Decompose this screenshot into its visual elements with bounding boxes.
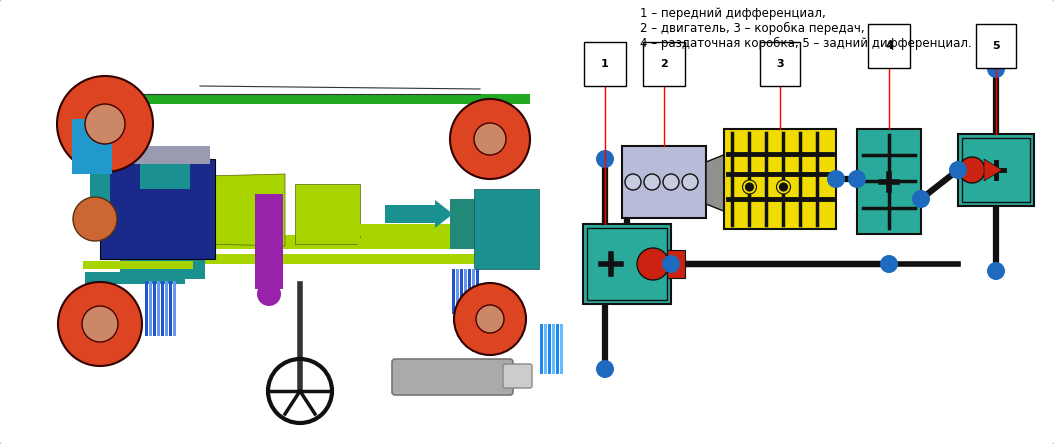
FancyBboxPatch shape <box>544 324 547 374</box>
Circle shape <box>58 282 142 366</box>
FancyBboxPatch shape <box>90 174 110 234</box>
FancyBboxPatch shape <box>72 119 112 174</box>
Circle shape <box>476 305 504 333</box>
Circle shape <box>637 248 669 280</box>
FancyBboxPatch shape <box>667 250 685 278</box>
FancyBboxPatch shape <box>169 281 172 336</box>
FancyBboxPatch shape <box>583 224 671 304</box>
FancyBboxPatch shape <box>552 324 555 374</box>
FancyBboxPatch shape <box>450 199 480 249</box>
FancyBboxPatch shape <box>452 269 455 314</box>
FancyBboxPatch shape <box>295 184 360 244</box>
Circle shape <box>596 150 614 168</box>
FancyBboxPatch shape <box>161 281 164 336</box>
Circle shape <box>644 174 660 190</box>
Circle shape <box>682 174 698 190</box>
Circle shape <box>827 170 845 188</box>
FancyBboxPatch shape <box>958 134 1034 206</box>
Circle shape <box>85 104 125 144</box>
FancyBboxPatch shape <box>468 269 471 314</box>
Polygon shape <box>204 174 285 246</box>
FancyBboxPatch shape <box>157 281 160 336</box>
Circle shape <box>662 255 680 273</box>
FancyBboxPatch shape <box>857 129 921 234</box>
FancyBboxPatch shape <box>548 324 551 374</box>
Circle shape <box>82 306 118 342</box>
FancyBboxPatch shape <box>503 364 532 388</box>
FancyBboxPatch shape <box>474 189 539 269</box>
FancyBboxPatch shape <box>155 235 485 249</box>
FancyBboxPatch shape <box>200 254 480 264</box>
FancyBboxPatch shape <box>100 159 215 259</box>
Text: 5: 5 <box>992 41 1000 51</box>
FancyBboxPatch shape <box>460 269 463 314</box>
Circle shape <box>596 360 614 378</box>
FancyBboxPatch shape <box>557 324 559 374</box>
Circle shape <box>57 76 153 172</box>
FancyBboxPatch shape <box>962 138 1030 202</box>
FancyBboxPatch shape <box>464 269 467 314</box>
FancyBboxPatch shape <box>140 164 190 189</box>
Circle shape <box>780 183 787 191</box>
Circle shape <box>663 174 679 190</box>
Circle shape <box>474 123 506 155</box>
Polygon shape <box>706 154 726 212</box>
FancyBboxPatch shape <box>456 269 458 314</box>
FancyBboxPatch shape <box>105 146 210 164</box>
Circle shape <box>949 161 967 179</box>
Circle shape <box>987 60 1006 78</box>
Circle shape <box>257 282 281 306</box>
Circle shape <box>959 157 985 183</box>
FancyBboxPatch shape <box>120 254 204 279</box>
Text: 3: 3 <box>776 59 784 69</box>
FancyBboxPatch shape <box>173 281 176 336</box>
FancyBboxPatch shape <box>476 269 479 314</box>
FancyBboxPatch shape <box>83 261 193 269</box>
Circle shape <box>742 180 757 194</box>
FancyBboxPatch shape <box>472 269 475 314</box>
FancyBboxPatch shape <box>153 281 156 336</box>
FancyBboxPatch shape <box>145 281 148 336</box>
FancyBboxPatch shape <box>255 194 284 289</box>
FancyBboxPatch shape <box>724 129 836 229</box>
Circle shape <box>987 262 1006 280</box>
FancyBboxPatch shape <box>358 238 479 248</box>
Circle shape <box>454 283 526 355</box>
FancyBboxPatch shape <box>165 281 168 336</box>
Text: 4: 4 <box>885 41 893 51</box>
FancyBboxPatch shape <box>85 272 186 284</box>
FancyBboxPatch shape <box>358 224 479 236</box>
Circle shape <box>912 190 930 208</box>
Circle shape <box>880 255 898 273</box>
FancyBboxPatch shape <box>392 359 513 395</box>
Text: 1: 1 <box>601 59 609 69</box>
Circle shape <box>625 174 641 190</box>
FancyBboxPatch shape <box>560 324 563 374</box>
Circle shape <box>745 183 754 191</box>
FancyBboxPatch shape <box>540 324 543 374</box>
Text: 1 – передний дифференциал,
2 – двигатель, 3 – коробка передач,
4 – раздаточная к: 1 – передний дифференциал, 2 – двигатель… <box>640 7 972 50</box>
FancyBboxPatch shape <box>622 146 706 218</box>
FancyBboxPatch shape <box>587 228 667 300</box>
Circle shape <box>73 197 117 241</box>
Circle shape <box>777 180 790 194</box>
FancyArrow shape <box>385 200 453 228</box>
FancyBboxPatch shape <box>80 94 530 104</box>
Circle shape <box>450 99 530 179</box>
Polygon shape <box>984 159 1002 181</box>
FancyBboxPatch shape <box>149 281 152 336</box>
Text: 2: 2 <box>660 59 668 69</box>
Circle shape <box>848 170 866 188</box>
